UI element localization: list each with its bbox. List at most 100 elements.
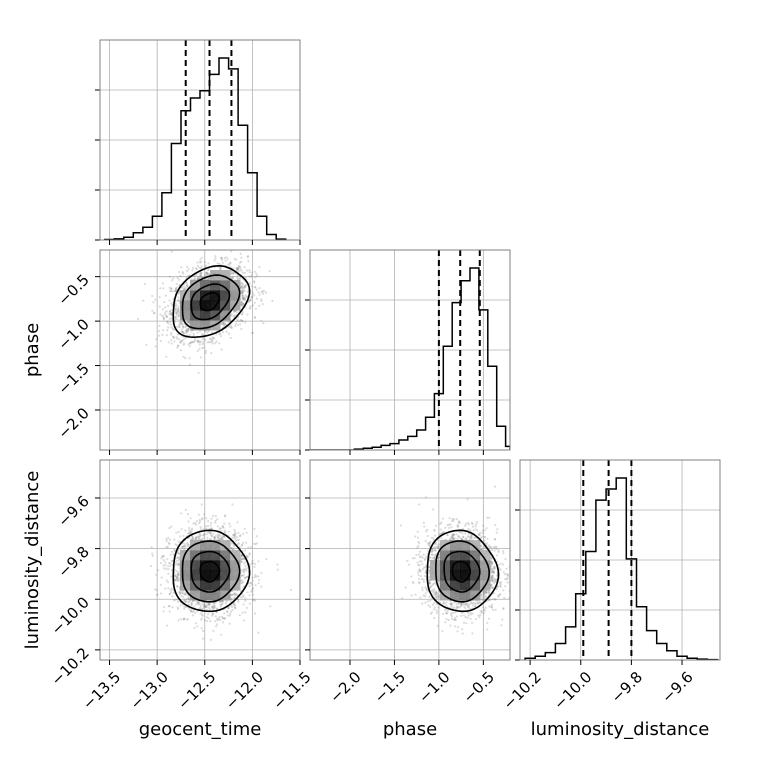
scatter-point xyxy=(246,566,249,570)
scatter-point xyxy=(175,531,178,534)
scatter-point xyxy=(226,320,229,323)
scatter-point xyxy=(169,290,172,293)
scatter-point xyxy=(201,602,204,605)
scatter-point xyxy=(230,270,233,273)
scatter-point xyxy=(212,337,215,340)
scatter-point xyxy=(228,332,231,335)
scatter-point xyxy=(199,604,202,607)
scatter-point xyxy=(187,594,190,598)
scatter-point xyxy=(185,330,188,334)
scatter-point xyxy=(203,532,206,536)
scatter-point xyxy=(232,314,236,317)
scatter-point xyxy=(225,256,228,259)
scatter-point xyxy=(170,339,173,342)
scatter-point xyxy=(167,341,170,344)
scatter-point xyxy=(228,261,232,264)
scatter-point xyxy=(244,561,247,564)
scatter-point xyxy=(241,557,244,561)
scatter-point xyxy=(257,631,260,634)
scatter-point xyxy=(203,605,206,608)
scatter-point xyxy=(171,327,174,330)
scatter-point xyxy=(164,564,167,567)
scatter-point xyxy=(165,579,168,582)
density-cell xyxy=(220,290,231,301)
scatter-point xyxy=(223,531,226,534)
scatter-point xyxy=(166,558,169,561)
scatter-point xyxy=(246,313,249,316)
scatter-point xyxy=(173,538,176,541)
scatter-point xyxy=(180,618,183,621)
scatter-point xyxy=(178,319,181,322)
scatter-point xyxy=(170,250,173,253)
scatter-point xyxy=(199,528,202,531)
scatter-point xyxy=(188,529,191,532)
scatter-point xyxy=(171,550,174,554)
scatter-point xyxy=(246,269,249,272)
scatter-point xyxy=(202,603,205,606)
scatter-point xyxy=(240,327,243,331)
scatter-point xyxy=(178,552,181,555)
scatter-point xyxy=(245,569,248,572)
scatter-point xyxy=(253,527,256,531)
scatter-point xyxy=(197,276,200,279)
scatter-point xyxy=(208,277,211,280)
scatter-point xyxy=(158,305,161,308)
scatter-point xyxy=(181,271,184,274)
scatter-point xyxy=(165,546,168,549)
scatter-point xyxy=(238,542,241,545)
scatter-point xyxy=(177,579,180,583)
scatter-point xyxy=(235,266,238,269)
scatter-point xyxy=(200,261,203,264)
scatter-point xyxy=(209,620,212,623)
scatter-point xyxy=(178,324,181,327)
density-cell xyxy=(190,300,201,311)
scatter-point xyxy=(180,340,184,343)
scatter-point xyxy=(176,572,179,576)
scatter-point xyxy=(198,602,201,605)
scatter-point xyxy=(174,288,178,291)
scatter-point xyxy=(244,286,247,289)
scatter-point xyxy=(197,603,200,606)
scatter-point xyxy=(223,322,226,325)
scatter-point xyxy=(173,578,177,581)
scatter-point xyxy=(179,275,182,278)
scatter-point xyxy=(202,533,205,537)
scatter-point xyxy=(185,276,188,279)
scatter-point xyxy=(253,281,256,284)
scatter-point xyxy=(192,341,196,344)
scatter-point xyxy=(174,563,178,566)
scatter-point xyxy=(168,313,171,316)
scatter-point xyxy=(242,283,245,286)
scatter-point xyxy=(260,291,263,294)
scatter-point xyxy=(184,508,187,511)
scatter-point xyxy=(174,287,177,290)
scatter-point xyxy=(174,289,177,293)
scatter-point xyxy=(181,592,184,595)
scatter-point xyxy=(237,264,240,267)
scatter-point xyxy=(194,611,197,615)
scatter-point xyxy=(199,275,203,278)
scatter-point xyxy=(175,286,178,289)
scatter-point xyxy=(177,530,180,534)
scatter-point xyxy=(170,314,173,317)
scatter-point xyxy=(151,554,154,557)
scatter-point xyxy=(175,307,178,310)
scatter-point xyxy=(175,282,178,285)
scatter-point xyxy=(248,282,251,285)
scatter-point xyxy=(193,277,197,280)
scatter-point xyxy=(234,313,237,316)
scatter-point xyxy=(222,616,225,619)
scatter-point xyxy=(185,544,188,547)
scatter-point xyxy=(225,600,228,603)
scatter-point xyxy=(164,561,167,564)
scatter-point xyxy=(239,534,242,537)
scatter-point xyxy=(234,539,237,543)
density-cell xyxy=(210,310,221,321)
contour-line xyxy=(199,291,221,312)
scatter-point xyxy=(206,273,209,276)
scatter-point xyxy=(187,321,191,324)
scatter-point xyxy=(158,329,161,333)
scatter-point xyxy=(209,524,212,527)
scatter-point xyxy=(188,322,191,326)
scatter-point xyxy=(158,324,161,327)
